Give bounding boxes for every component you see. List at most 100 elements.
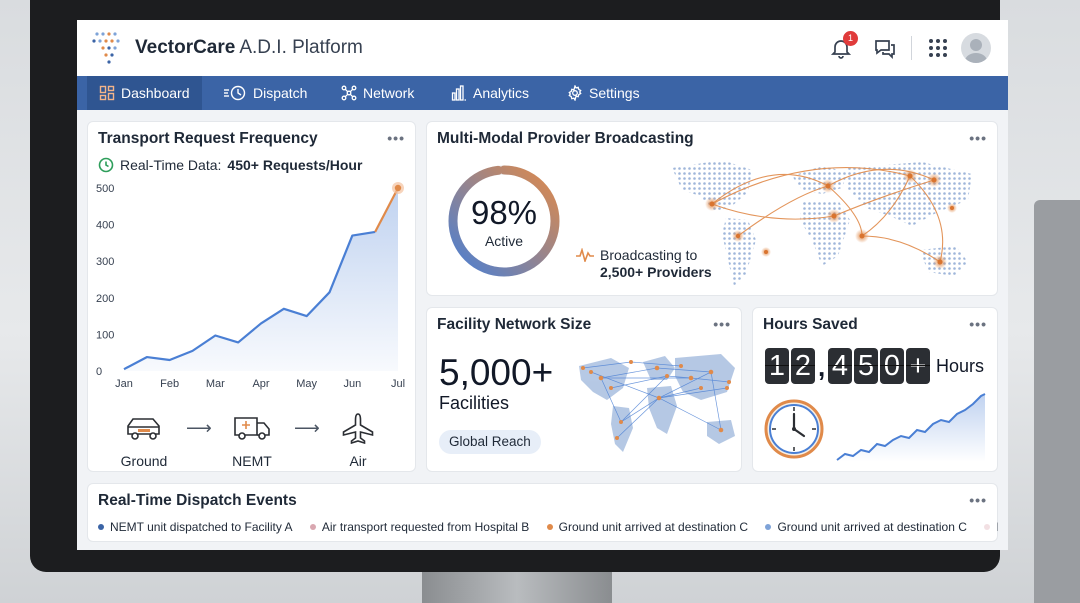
more-options-icon[interactable]: ••• (969, 492, 987, 508)
wall-clock-icon (764, 399, 824, 459)
header-divider (911, 36, 912, 60)
user-avatar[interactable] (961, 33, 991, 63)
nav-label: Dashboard (121, 85, 190, 101)
vectorcare-logo-icon (92, 32, 120, 64)
flip-digit: 5 (854, 348, 878, 384)
clock-icon (98, 157, 114, 173)
main-nav: Dashboard Dispatch Network Analytics (77, 76, 1008, 110)
card-title: Multi-Modal Provider Broadcasting (437, 130, 694, 147)
y-tick-label: 500 (96, 183, 114, 195)
monitor-stand (422, 572, 612, 603)
dashboard-icon (99, 85, 115, 101)
nav-label: Dispatch (253, 85, 308, 101)
realtime-value: 450+ Requests/Hour (227, 157, 363, 173)
flip-digit: 0 (880, 348, 904, 384)
analytics-icon (451, 85, 466, 101)
user-silhouette-icon (965, 39, 987, 63)
event-item[interactable]: Ground unit arrived at destination C (546, 520, 749, 534)
frequency-chart: 0 100 200 300 400 500 Jan Feb Mar Apr May Jun Jul (96, 182, 405, 390)
pulse-icon (576, 248, 594, 262)
transport-card: Transport Request Frequency ••• Real-Tim… (87, 121, 416, 472)
arrow-right-icon: ⟶ (294, 418, 320, 438)
hours-unit: Hours (936, 356, 985, 376)
monitor-frame: VectorCare A.D.I. Platform 1 Dashb (30, 0, 1008, 572)
more-options-icon[interactable]: ••• (969, 316, 987, 332)
event-text: Ground unit arrived at destination C (558, 520, 749, 534)
event-item[interactable]: Ground unit arrived at destination C (765, 520, 967, 534)
realtime-prefix: Real-Time Data: (120, 157, 222, 173)
event-text: Air transport requested from Hospital B (321, 520, 530, 534)
flip-digit: 4 (828, 348, 852, 384)
card-title: Transport Request Frequency (98, 130, 318, 147)
nav-tab-settings[interactable]: Settings (555, 76, 652, 110)
mode-label: Ground (120, 453, 168, 469)
top-bar: VectorCare A.D.I. Platform 1 (77, 20, 1008, 76)
chart-peak-point (394, 184, 402, 192)
brand-name[interactable]: VectorCare A.D.I. Platform (135, 37, 363, 59)
dispatch-events-card: Real-Time Dispatch Events ••• NEMT unit … (87, 483, 998, 542)
y-tick-label: 400 (96, 220, 114, 232)
event-dot (98, 524, 104, 530)
hours-trend-sparkline (836, 393, 986, 462)
event-item[interactable]: Ha (984, 520, 998, 534)
y-tick-label: 300 (96, 256, 114, 268)
dispatch-clock-icon (224, 85, 246, 101)
nav-label: Network (363, 85, 415, 101)
event-dot (984, 524, 991, 530)
x-tick-label: Mar (206, 378, 225, 390)
more-options-icon[interactable]: ••• (387, 130, 405, 146)
x-tick-label: May (296, 378, 317, 390)
flip-digit: 2 (791, 348, 815, 384)
nav-label: Settings (589, 85, 640, 101)
event-text: Ha (996, 520, 998, 534)
realtime-line: Real-Time Data: 450+ Requests/Hour (98, 157, 362, 173)
facility-card: Facility Network Size ••• 5,000+ Facilit… (426, 307, 742, 472)
y-tick-label: 200 (96, 293, 114, 305)
card-title: Facility Network Size (437, 316, 592, 333)
x-tick-label: Jan (115, 378, 133, 390)
more-options-icon[interactable]: ••• (969, 130, 987, 146)
event-dot (765, 524, 772, 530)
facility-unit: Facilities (439, 393, 510, 413)
nav-tab-network[interactable]: Network (329, 76, 426, 110)
more-options-icon[interactable]: ••• (713, 316, 731, 332)
mode-label: Air (349, 453, 367, 469)
event-text: NEMT unit dispatched to Facility A (110, 520, 293, 534)
nemt-van-icon (234, 417, 270, 440)
mode-air: Air (328, 412, 388, 469)
event-item[interactable]: NEMT unit dispatched to Facility A (98, 520, 293, 534)
event-dot (309, 524, 316, 530)
card-title: Real-Time Dispatch Events (98, 492, 297, 509)
card-title: Hours Saved (763, 316, 858, 333)
mode-ground: Ground (114, 412, 174, 469)
y-tick-label: 0 (96, 366, 102, 378)
gear-icon (568, 85, 582, 101)
hours-card: Hours Saved ••• 1 2 , 4 5 0 + Hours (752, 307, 998, 472)
arrow-right-icon: ⟶ (186, 418, 212, 438)
notification-badge: 1 (843, 31, 858, 46)
y-tick-label: 100 (96, 329, 114, 341)
global-reach-tag[interactable]: Global Reach (439, 430, 541, 454)
facility-count: 5,000+ (439, 352, 554, 393)
ambulance-car-icon (127, 418, 160, 440)
flip-digit: + (906, 348, 930, 384)
x-tick-label: Apr (252, 378, 269, 390)
nav-label: Analytics (473, 85, 530, 101)
mode-label: NEMT (232, 453, 272, 469)
active-ring-gauge (448, 165, 560, 277)
background-panel (1034, 200, 1080, 603)
x-tick-label: Jun (343, 378, 361, 390)
event-item[interactable]: Air transport requested from Hospital B (309, 520, 530, 534)
chart-line (123, 230, 376, 371)
nav-tab-dashboard[interactable]: Dashboard (87, 76, 202, 110)
chat-icon[interactable] (873, 36, 897, 60)
facility-network-map (579, 354, 735, 452)
active-label: Active (484, 233, 524, 249)
nav-tab-analytics[interactable]: Analytics (439, 76, 541, 110)
chart-area (124, 188, 398, 371)
x-tick-label: Feb (160, 378, 179, 390)
event-dot (546, 524, 553, 530)
nav-tab-dispatch[interactable]: Dispatch (211, 76, 319, 110)
apps-grid-icon[interactable] (926, 36, 950, 60)
event-text: Ground unit arrived at destination C (777, 520, 967, 534)
